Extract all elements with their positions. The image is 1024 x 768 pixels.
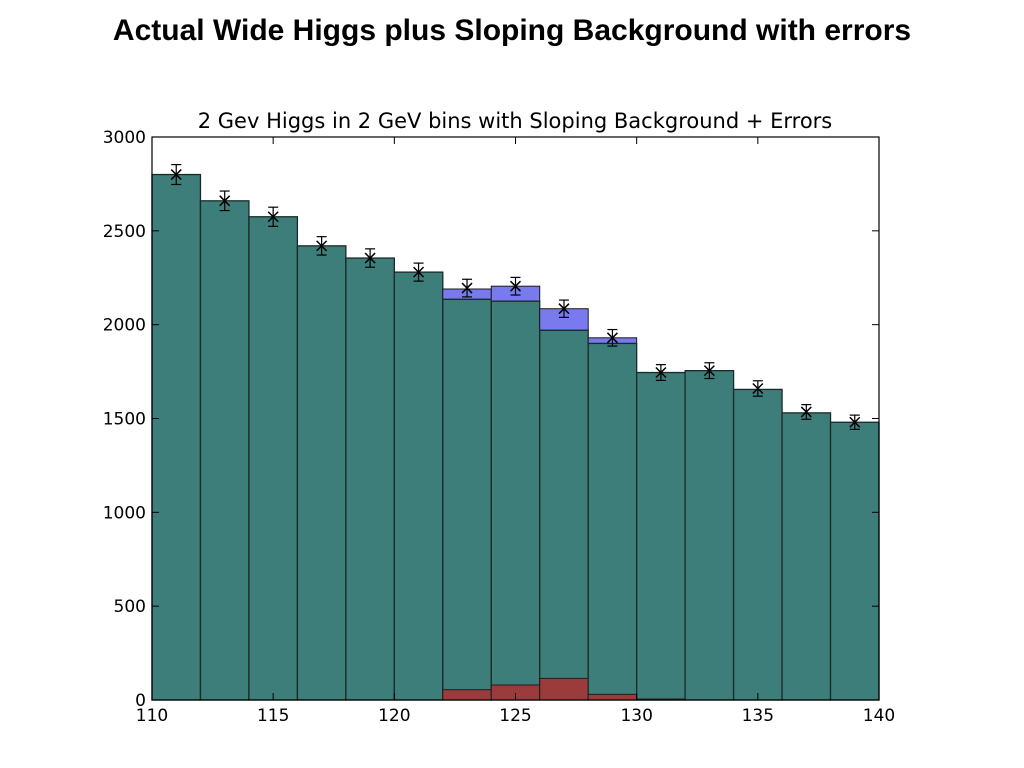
background-bar bbox=[490, 300, 541, 701]
data-point bbox=[413, 262, 425, 282]
data-point bbox=[752, 380, 764, 397]
error-bars-layer bbox=[170, 163, 861, 430]
background-bar bbox=[587, 342, 638, 701]
data-point bbox=[509, 276, 522, 296]
background-bar bbox=[442, 298, 492, 701]
x-tick-label: 135 bbox=[742, 706, 774, 726]
data-point bbox=[849, 414, 861, 430]
data-point bbox=[655, 364, 667, 382]
y-tick-label: 0 bbox=[135, 691, 146, 711]
background-bar bbox=[296, 245, 347, 701]
data-point bbox=[316, 236, 328, 256]
x-tick-label: 125 bbox=[499, 706, 531, 726]
signal-bar bbox=[587, 693, 638, 701]
signal-bar bbox=[442, 689, 492, 701]
data-point bbox=[461, 278, 473, 298]
y-tick-label: 1500 bbox=[103, 410, 146, 430]
background-bar bbox=[732, 388, 783, 701]
background-bar bbox=[781, 412, 832, 701]
x-tick-label: 110 bbox=[136, 706, 168, 726]
bars-layer bbox=[151, 173, 880, 701]
y-tick-label: 2000 bbox=[103, 316, 146, 336]
background-bar bbox=[636, 371, 686, 701]
data-point bbox=[606, 328, 618, 347]
x-tick-label: 115 bbox=[257, 706, 289, 726]
background-bar bbox=[393, 271, 444, 701]
data-point bbox=[219, 190, 231, 212]
background-bar bbox=[539, 329, 589, 701]
data-point bbox=[558, 299, 570, 318]
axis-ticks: 110 115 120 125 130 135 140 0 500 1000 1500 2000 250… bbox=[103, 128, 895, 726]
data-point bbox=[800, 404, 812, 420]
background-bar bbox=[684, 369, 735, 701]
data-point bbox=[170, 163, 182, 186]
x-tick-label: 120 bbox=[378, 706, 410, 726]
data-point bbox=[267, 206, 279, 227]
y-tick-label: 500 bbox=[114, 597, 146, 617]
background-bar bbox=[248, 216, 299, 701]
data-point bbox=[703, 362, 715, 380]
background-bar bbox=[345, 257, 395, 701]
signal-bar bbox=[539, 677, 589, 701]
background-bar bbox=[829, 421, 880, 701]
background-bar bbox=[199, 200, 250, 701]
y-tick-label: 3000 bbox=[103, 128, 146, 148]
x-tick-label: 130 bbox=[620, 706, 652, 726]
chart-title: 2 Gev Higgs in 2 GeV bins with Sloping B… bbox=[198, 109, 833, 133]
background-bar bbox=[151, 173, 202, 701]
data-point bbox=[364, 248, 376, 268]
y-tick-label: 1000 bbox=[103, 503, 146, 523]
slide-title: Actual Wide Higgs plus Sloping Backgroun… bbox=[112, 14, 912, 47]
y-tick-label: 2500 bbox=[103, 222, 146, 242]
x-tick-label: 140 bbox=[863, 706, 895, 726]
